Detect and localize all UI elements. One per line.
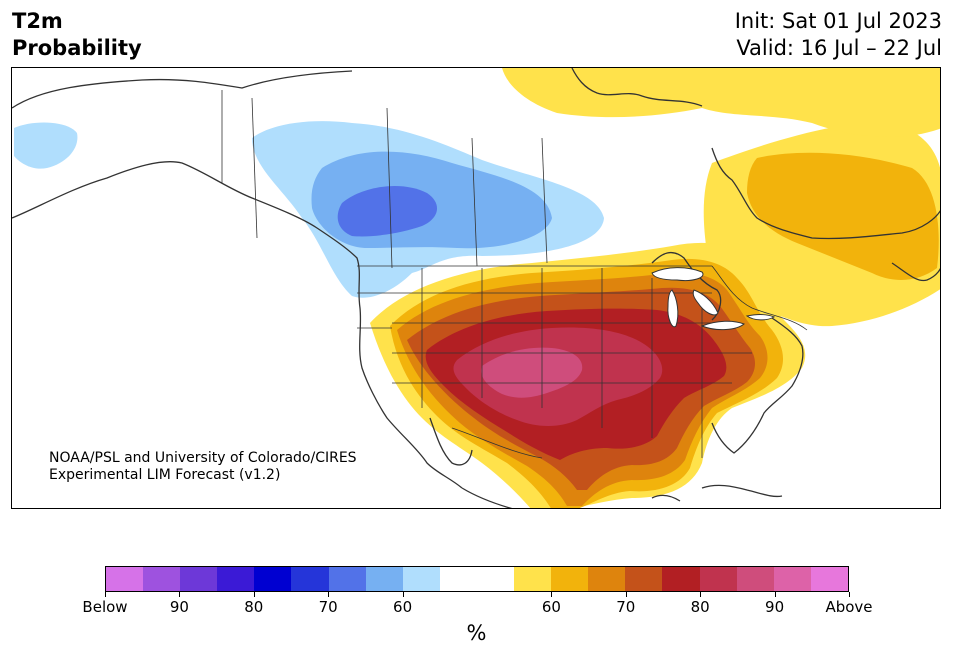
- colorbar-tick: [402, 592, 404, 597]
- map-title: T2m Probability: [12, 8, 142, 62]
- init-date: Init: Sat 01 Jul 2023: [734, 9, 942, 33]
- below-70-area: [337, 185, 438, 237]
- title-quantity: Probability: [12, 36, 142, 60]
- colorbar-swatch: [365, 567, 403, 591]
- valid-range: Valid: 16 Jul – 22 Jul: [736, 36, 942, 60]
- above-60-area-arctic: [502, 68, 940, 138]
- colorbar-swatch: [217, 567, 255, 591]
- colorbar-tick: [625, 592, 627, 597]
- colorbar-swatch: [106, 567, 144, 591]
- colorbar-swatch: [291, 567, 329, 591]
- above-65-area-east: [747, 152, 939, 280]
- colorbar-swatch: [328, 567, 366, 591]
- great-lakes: [651, 267, 776, 331]
- colorbar-swatch: [402, 567, 440, 591]
- colorbar-unit: %: [466, 621, 487, 645]
- colorbar-label: 80: [244, 598, 264, 616]
- colorbar-label: Above: [825, 598, 873, 616]
- colorbar-swatch: [773, 567, 811, 591]
- colorbar-tick: [328, 592, 330, 597]
- colorbar-swatch: [736, 567, 774, 591]
- colorbar-labels: Below 90 80 70 60 60 70 80 90 Above: [82, 598, 872, 618]
- colorbar-tick: [700, 592, 702, 597]
- title-variable: T2m: [12, 9, 63, 33]
- credit-line-1: NOAA/PSL and University of Colorado/CIRE…: [49, 450, 357, 466]
- colorbar-label: 90: [169, 598, 189, 616]
- colorbar-tick: [253, 592, 255, 597]
- data-credit: NOAA/PSL and University of Colorado/CIRE…: [49, 450, 357, 484]
- above-90-area: [481, 347, 583, 398]
- colorbar-label: Below: [82, 598, 128, 616]
- colorbar-swatch: [143, 567, 181, 591]
- colorbar-swatch: [180, 567, 218, 591]
- colorbar-tick: [105, 592, 106, 597]
- colorbar-label: 60: [541, 598, 561, 616]
- below-60-area-west: [14, 122, 78, 169]
- colorbar-tick: [179, 592, 181, 597]
- colorbar-tick: [774, 592, 776, 597]
- colorbar-swatch: [810, 567, 848, 591]
- colorbar-label: 70: [616, 598, 636, 616]
- colorbar-swatch: [439, 567, 477, 591]
- colorbar-swatch: [588, 567, 626, 591]
- colorbar-label: 60: [393, 598, 413, 616]
- colorbar-swatch: [551, 567, 589, 591]
- forecast-dates: Init: Sat 01 Jul 2023 Valid: 16 Jul – 22…: [735, 8, 942, 62]
- colorbar-label: 70: [318, 598, 338, 616]
- colorbar-swatch: [662, 567, 700, 591]
- colorbar: [105, 566, 849, 592]
- colorbar-swatch: [254, 567, 292, 591]
- colorbar-swatch: [699, 567, 737, 591]
- credit-line-2: Experimental LIM Forecast (v1.2): [49, 467, 281, 483]
- colorbar-swatch: [476, 567, 515, 591]
- colorbar-label: 80: [690, 598, 710, 616]
- colorbar-tick: [849, 592, 850, 597]
- colorbar-tick: [551, 592, 553, 597]
- coastlines: [12, 68, 940, 508]
- colorbar-swatch: [514, 567, 552, 591]
- colorbar-label: 90: [765, 598, 785, 616]
- probability-map: [11, 67, 941, 509]
- colorbar-swatch: [625, 567, 663, 591]
- map-canvas: [12, 68, 940, 508]
